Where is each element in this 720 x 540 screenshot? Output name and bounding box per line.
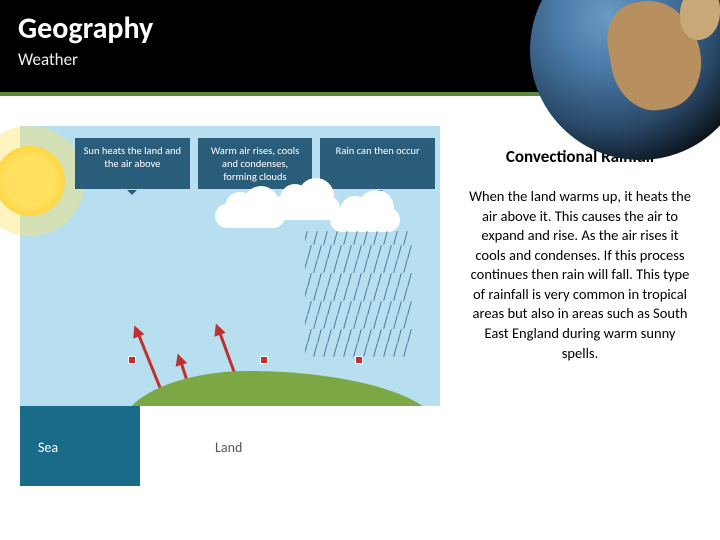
label-air-rises: Warm air rises, cools and condenses, for… xyxy=(198,138,313,189)
sun-icon xyxy=(0,146,65,216)
label-sun-heats: Sun heats the land and the air above xyxy=(75,138,190,189)
land xyxy=(140,406,440,486)
label-marker xyxy=(260,356,268,364)
label-marker xyxy=(128,356,136,364)
panel-body: When the land warms up, it heats the air… xyxy=(460,187,700,363)
diagram-labels: Sun heats the land and the air above War… xyxy=(75,138,435,189)
sea-label: Sea xyxy=(38,439,58,456)
label-rain-occurs: Rain can then occur xyxy=(320,138,435,189)
content-area: Sun heats the land and the air above War… xyxy=(0,96,720,516)
rainfall-diagram: Sun heats the land and the air above War… xyxy=(20,126,440,486)
rain-area xyxy=(305,231,415,361)
land-label: Land xyxy=(215,439,242,456)
text-panel: Convectional Rainfall When the land warm… xyxy=(460,126,700,486)
slide-header: Geography Weather xyxy=(0,0,720,92)
cloud-icon xyxy=(330,208,400,232)
